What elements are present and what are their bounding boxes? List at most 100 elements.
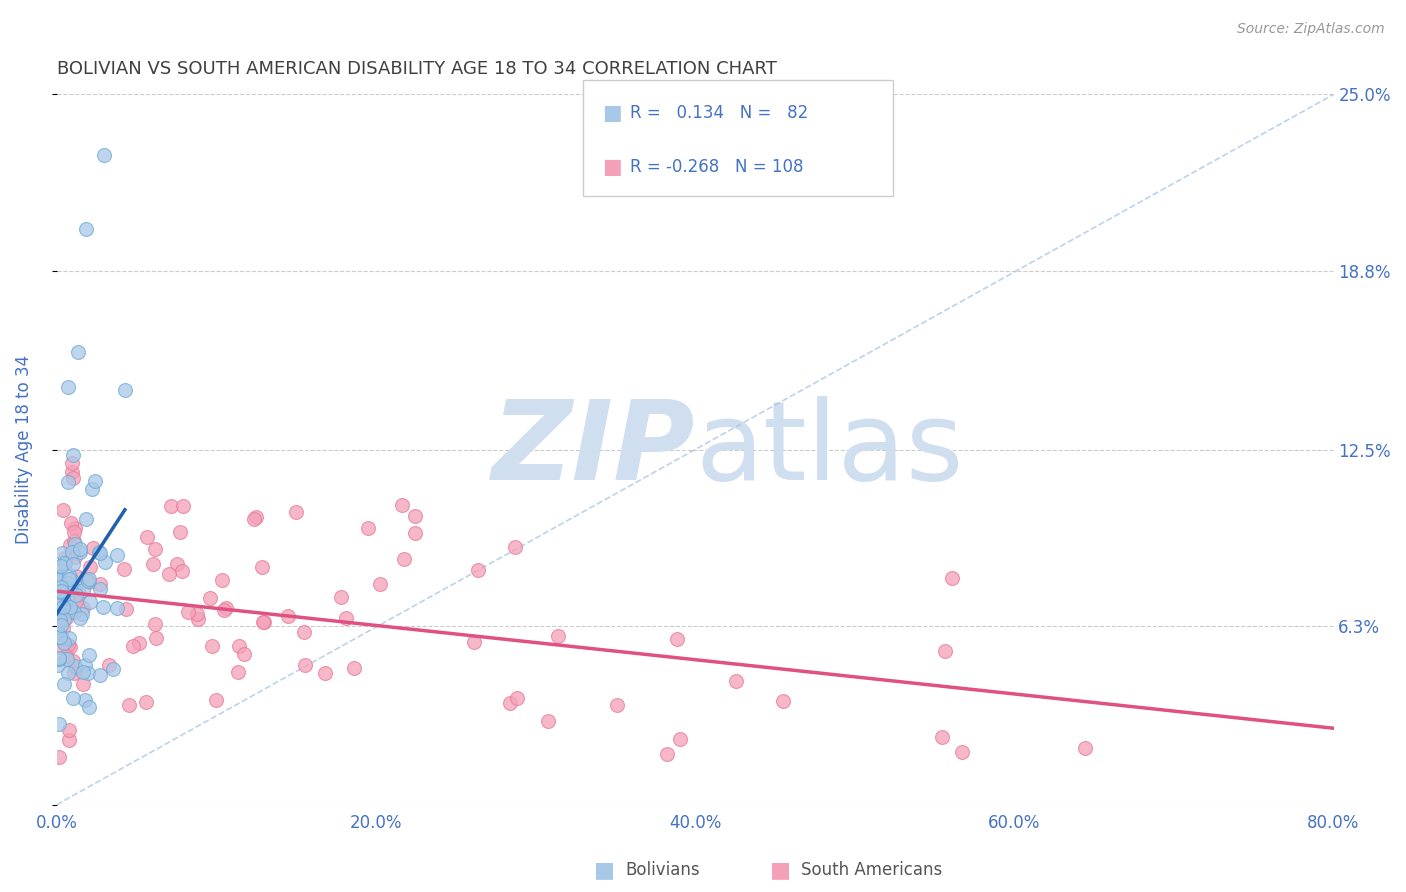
Point	[67, 587, 90, 601]
Text: ■: ■	[770, 860, 790, 880]
Point	[169, 524, 191, 539]
Point	[172, 564, 194, 578]
Point	[232, 647, 254, 661]
Point	[51, 617, 73, 632]
Point	[343, 661, 366, 675]
Point	[160, 500, 183, 514]
Point	[142, 557, 165, 571]
Text: atlas: atlas	[695, 396, 963, 503]
Point	[404, 508, 426, 523]
Point	[547, 629, 569, 643]
Point	[52, 612, 75, 626]
Point	[63, 549, 86, 564]
Point	[48, 573, 70, 587]
Point	[934, 643, 956, 657]
Point	[404, 526, 426, 541]
Point	[51, 588, 73, 602]
Point	[58, 665, 80, 680]
Text: ■: ■	[602, 103, 621, 123]
Point	[48, 717, 70, 731]
Point	[56, 652, 79, 666]
Point	[56, 591, 79, 605]
Text: R =   0.134   N =   82: R = 0.134 N = 82	[630, 103, 808, 121]
Point	[537, 714, 560, 729]
Point	[55, 600, 77, 615]
Point	[60, 516, 83, 531]
Point	[52, 503, 75, 517]
Point	[48, 598, 70, 612]
Point	[65, 588, 87, 602]
Point	[114, 383, 136, 397]
Point	[98, 658, 121, 673]
Point	[66, 344, 89, 359]
Point	[314, 666, 336, 681]
Point	[72, 676, 94, 690]
Point	[772, 694, 794, 708]
Text: ■: ■	[602, 157, 621, 178]
Point	[215, 600, 238, 615]
Point	[73, 693, 96, 707]
Point	[725, 673, 748, 688]
Point	[65, 594, 87, 608]
Point	[79, 595, 101, 609]
Point	[58, 723, 80, 738]
Point	[65, 569, 87, 583]
Point	[294, 658, 316, 673]
Point	[77, 574, 100, 589]
Point	[49, 599, 72, 613]
Point	[62, 666, 84, 681]
Point	[59, 606, 82, 620]
Point	[136, 530, 159, 544]
Point	[48, 626, 70, 640]
Point	[187, 612, 209, 626]
Point	[62, 606, 84, 620]
Point	[89, 668, 111, 682]
Point	[60, 572, 83, 586]
Point	[52, 584, 75, 599]
Point	[330, 591, 353, 605]
Point	[87, 544, 110, 558]
Point	[292, 624, 315, 639]
Point	[117, 698, 139, 712]
Point	[226, 665, 249, 679]
Point	[941, 571, 963, 585]
Point	[82, 482, 104, 496]
Point	[200, 591, 222, 605]
Text: R = -0.268   N = 108: R = -0.268 N = 108	[630, 158, 803, 177]
Point	[62, 691, 84, 706]
Point	[77, 648, 100, 662]
Point	[250, 560, 273, 574]
Text: ZIP: ZIP	[492, 396, 695, 503]
Point	[62, 448, 84, 462]
Point	[357, 521, 380, 535]
Point	[252, 615, 274, 629]
Point	[115, 602, 138, 616]
Point	[75, 221, 97, 235]
Point	[52, 600, 75, 615]
Point	[157, 567, 180, 582]
Point	[51, 559, 73, 574]
Point	[60, 544, 83, 558]
Point	[46, 573, 69, 587]
Point	[91, 600, 114, 615]
Point	[391, 499, 413, 513]
Point	[63, 524, 86, 539]
Point	[48, 601, 70, 615]
Point	[228, 639, 250, 653]
Point	[211, 573, 233, 587]
Point	[93, 148, 115, 162]
Point	[58, 586, 80, 600]
Text: Source: ZipAtlas.com: Source: ZipAtlas.com	[1237, 22, 1385, 37]
Point	[145, 631, 167, 645]
Point	[89, 546, 111, 560]
Point	[65, 661, 87, 675]
Point	[69, 545, 91, 559]
Point	[58, 567, 80, 582]
Point	[135, 695, 157, 709]
Text: BOLIVIAN VS SOUTH AMERICAN DISABILITY AGE 18 TO 34 CORRELATION CHART: BOLIVIAN VS SOUTH AMERICAN DISABILITY AG…	[56, 60, 776, 78]
Point	[277, 609, 299, 624]
Point	[177, 605, 200, 619]
Point	[666, 632, 689, 647]
Point	[112, 562, 135, 576]
Point	[56, 576, 79, 591]
